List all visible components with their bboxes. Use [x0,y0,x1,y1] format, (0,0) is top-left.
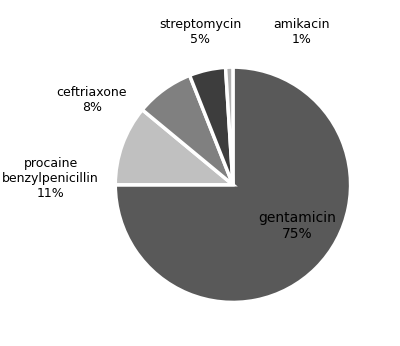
Text: amikacin
1%: amikacin 1% [273,18,330,46]
Wedge shape [142,75,233,185]
Text: procaine
benzylpenicillin
11%: procaine benzylpenicillin 11% [2,157,99,200]
Text: streptomycin
5%: streptomycin 5% [159,18,241,46]
Text: ceftriaxone
8%: ceftriaxone 8% [56,86,127,114]
Wedge shape [115,110,233,185]
Wedge shape [115,67,350,302]
Text: gentamicin
75%: gentamicin 75% [259,211,336,241]
Wedge shape [190,67,233,185]
Wedge shape [226,67,233,185]
